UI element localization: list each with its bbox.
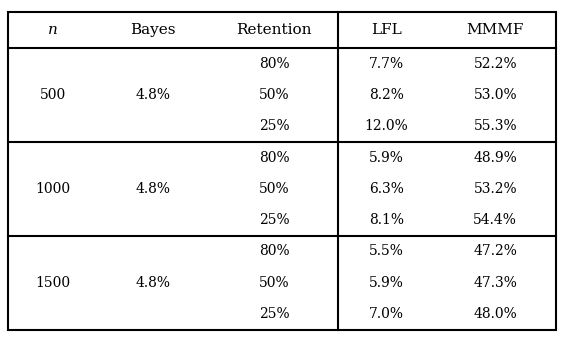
Text: 6.3%: 6.3% [369, 182, 404, 196]
Text: 7.7%: 7.7% [369, 57, 404, 71]
Text: 80%: 80% [259, 151, 289, 165]
Text: 80%: 80% [259, 57, 289, 71]
Text: MMMF: MMMF [466, 23, 524, 37]
Text: 25%: 25% [259, 307, 289, 321]
Text: 5.9%: 5.9% [369, 151, 404, 165]
Text: 54.4%: 54.4% [473, 213, 517, 227]
Text: 4.8%: 4.8% [136, 276, 171, 290]
Text: 50%: 50% [259, 276, 289, 290]
Text: 8.1%: 8.1% [369, 213, 404, 227]
Text: 48.0%: 48.0% [473, 307, 517, 321]
Text: 5.5%: 5.5% [369, 244, 404, 259]
Text: 1500: 1500 [35, 276, 70, 290]
Text: 50%: 50% [259, 182, 289, 196]
Text: 47.3%: 47.3% [473, 276, 517, 290]
Text: 25%: 25% [259, 213, 289, 227]
Text: 5.9%: 5.9% [369, 276, 404, 290]
Text: 52.2%: 52.2% [473, 57, 517, 71]
Text: 53.2%: 53.2% [473, 182, 517, 196]
Text: 1000: 1000 [35, 182, 70, 196]
Text: 7.0%: 7.0% [369, 307, 404, 321]
Text: 48.9%: 48.9% [473, 151, 517, 165]
Text: 55.3%: 55.3% [473, 119, 517, 134]
Text: 25%: 25% [259, 119, 289, 134]
Text: 47.2%: 47.2% [473, 244, 517, 259]
Text: 8.2%: 8.2% [369, 88, 404, 102]
Text: 80%: 80% [259, 244, 289, 259]
Text: 500: 500 [39, 88, 66, 102]
Text: 50%: 50% [259, 88, 289, 102]
Text: 4.8%: 4.8% [136, 88, 171, 102]
Text: n: n [48, 23, 58, 37]
Text: 12.0%: 12.0% [365, 119, 408, 134]
Text: Retention: Retention [236, 23, 312, 37]
Text: LFL: LFL [371, 23, 402, 37]
Text: 53.0%: 53.0% [473, 88, 517, 102]
Text: 4.8%: 4.8% [136, 182, 171, 196]
Text: Bayes: Bayes [130, 23, 176, 37]
